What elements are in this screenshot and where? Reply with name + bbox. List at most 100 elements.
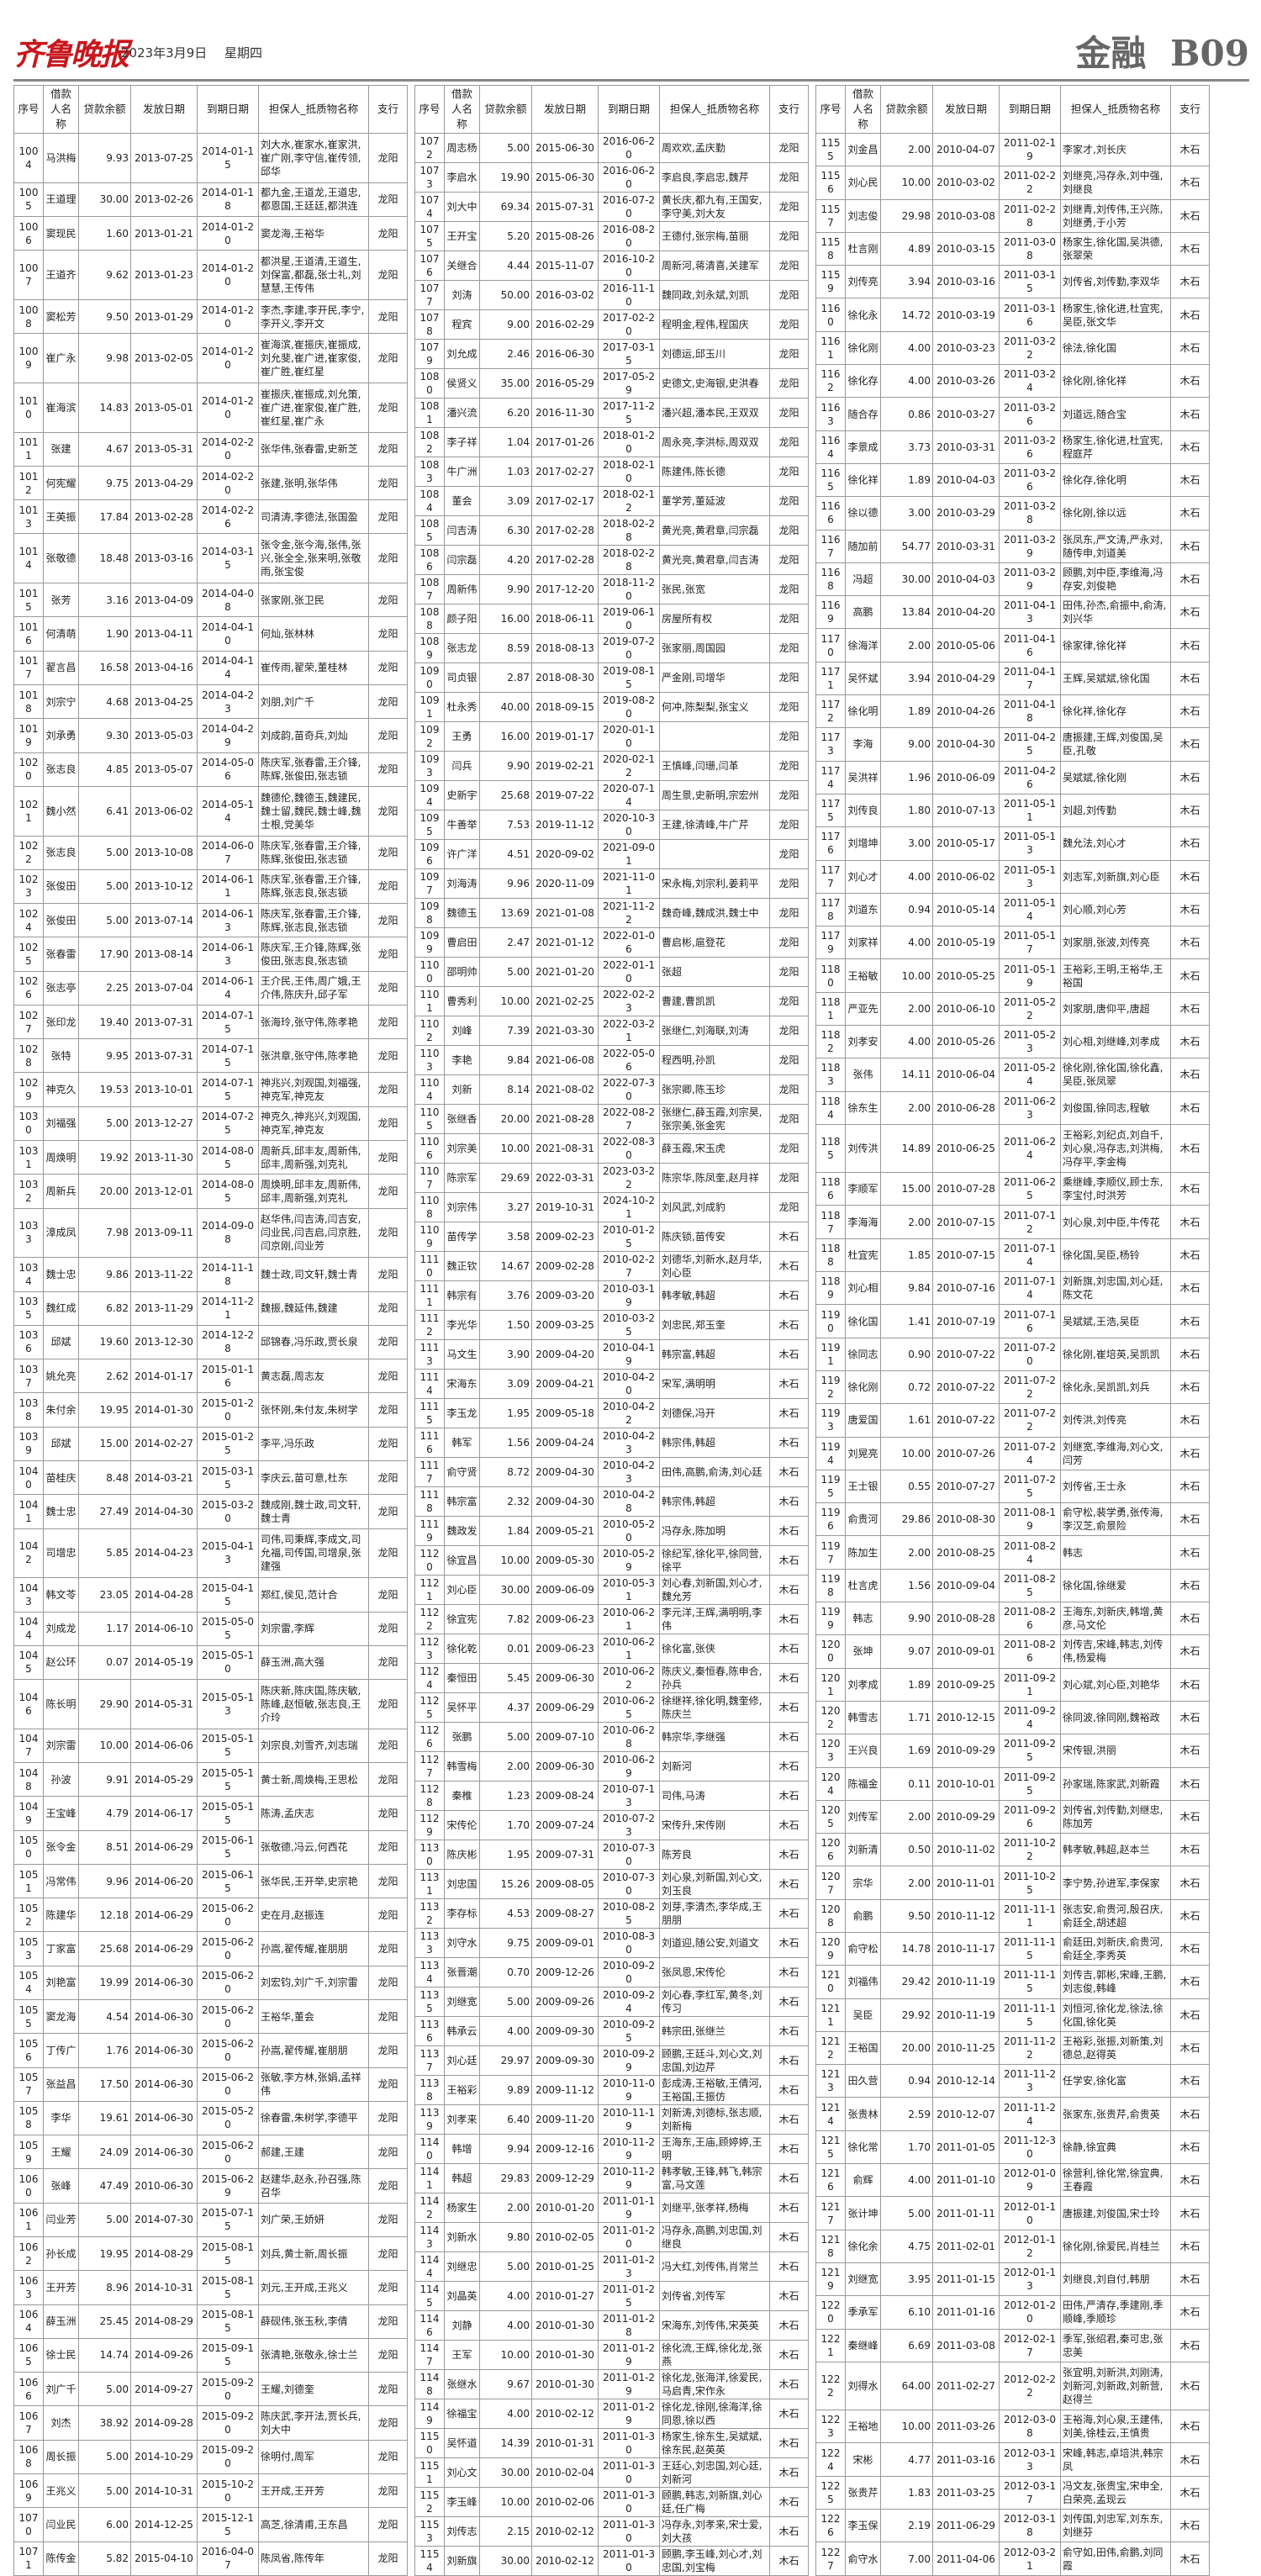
loan-balance-cell: 15.00 (880, 1172, 933, 1206)
branch-cell: 木石 (1170, 562, 1210, 597)
seq-no-cell: 1197 (815, 1535, 846, 1570)
borrower-name-cell: 刘增坤 (845, 826, 881, 861)
borrower-name-cell: 刘宗伟 (444, 1192, 480, 1222)
branch-cell: 木石 (1170, 1090, 1210, 1125)
issue-date-cell: 2016-03-02 (531, 280, 599, 310)
guarantor-collateral-cell: 陈庆义,秦恒春,陈申合,孙兵 (659, 1663, 770, 1693)
loan-balance-cell: 50.00 (479, 280, 532, 310)
issue-date-cell: 2010-07-22 (932, 1370, 1000, 1405)
seq-no-cell: 1115 (414, 1398, 445, 1428)
borrower-name-cell: 冯超 (845, 562, 881, 597)
due-date-cell: 2012-01-13 (999, 2262, 1061, 2297)
issue-date-cell: 2010-03-02 (932, 166, 1000, 200)
guarantor-collateral-cell: 韩孝敏,韩超 (659, 1280, 770, 1311)
guarantor-collateral-cell: 王裕海,刘心泉,王建伟,刘美,徐桂云,王慎贵 (1060, 2410, 1171, 2444)
table-row: 1112 李光华 1.50 2009-03-25 2010-03-25 刘忠民,郑玉奎 木石 (414, 1310, 809, 1340)
seq-no-cell: 1037 (13, 1359, 44, 1394)
seq-no-cell: 1168 (815, 562, 846, 597)
seq-no-cell: 1117 (414, 1457, 445, 1487)
borrower-name-cell: 唐爱国 (845, 1403, 881, 1438)
borrower-name-cell: 刘晶英 (444, 2281, 480, 2311)
due-date-cell: 2010-04-22 (598, 1398, 660, 1428)
borrower-name-cell: 曹秀利 (444, 986, 480, 1016)
seq-no-cell: 1204 (815, 1766, 846, 1801)
table-row: 1043 韩文苓 23.05 2014-04-28 2015-04-15 郑红,侯见,范计… (13, 1577, 408, 1613)
seq-no-cell: 1129 (414, 1810, 445, 1840)
due-date-cell: 2018-11-20 (598, 574, 660, 604)
loan-balance-cell: 7.82 (479, 1604, 532, 1634)
guarantor-collateral-cell: 都洪星,王道清,王道生,刘保富,都磊,张士礼,刘慧慧,王传伟 (258, 250, 369, 300)
branch-cell: 木石 (1170, 1502, 1210, 1537)
table-row: 1211 吴臣 29.92 2010-11-19 2011-11-15 刘恒河,徐化龙,徐… (815, 1998, 1210, 2032)
guarantor-collateral-cell: 俞守松,裴学勇,张传海,李汉芝,俞景险 (1060, 1502, 1171, 1537)
borrower-name-cell: 陈加生 (845, 1535, 881, 1570)
issue-date-cell: 2010-07-16 (932, 1271, 1000, 1306)
branch-cell: 木石 (1170, 496, 1210, 531)
issue-date-cell: 2013-07-25 (130, 133, 198, 183)
due-date-cell: 2011-07-22 (999, 1403, 1061, 1438)
loan-balance-cell: 10.00 (479, 2487, 532, 2517)
borrower-name-cell: 刘承勇 (43, 718, 79, 753)
branch-cell: 木石 (1170, 958, 1210, 993)
guarantor-collateral-cell: 黄长庆,都九有,王国安,李守美,刘大友 (659, 192, 770, 222)
loan-table: 序号 借款人名称 贷款余额 发放日期 到期日期 担保人_抵质物名称 支行 1155 刘金昌 2.0… (815, 85, 1210, 2576)
branch-cell: 龙阳 (368, 718, 408, 753)
seq-no-cell: 1062 (13, 2236, 44, 2272)
issue-date-cell: 2010-04-26 (932, 694, 1000, 729)
issue-date-cell: 2013-12-01 (130, 1174, 198, 1209)
borrower-name-cell: 俞贵河 (845, 1502, 881, 1537)
guarantor-collateral-cell: 陈芳良 (659, 1840, 770, 1870)
table-row: 1023 张俊田 5.00 2013-10-12 2014-06-11 陈庆军,张春雷,王… (13, 868, 408, 905)
table-row: 1189 刘心相 9.84 2010-07-16 2011-07-14 刘新旗,刘忠国,刘… (815, 1271, 1210, 1306)
table-row: 1066 刘广千 5.00 2014-09-27 2015-09-20 王耀,刘德奎 龙阳 (13, 2372, 408, 2407)
branch-cell: 木石 (769, 1398, 809, 1428)
seq-no-cell: 1015 (13, 583, 44, 618)
branch-cell: 木石 (769, 2193, 809, 2223)
issue-date-cell: 2013-04-25 (130, 684, 198, 720)
branch-cell: 龙阳 (769, 251, 809, 281)
branch-cell: 龙阳 (368, 1257, 408, 1292)
seq-no-cell: 1183 (815, 1058, 846, 1092)
branch-cell: 龙阳 (368, 1611, 408, 1646)
due-date-cell: 2010-08-30 (598, 1928, 660, 1958)
issue-date-cell: 2010-09-29 (932, 1799, 1000, 1834)
seq-no-cell: 1068 (13, 2439, 44, 2474)
loan-balance-cell: 4.00 (880, 2163, 933, 2198)
table-header-row: 序号 借款人名称 贷款余额 发放日期 到期日期 担保人_抵质物名称 支行 (815, 85, 1210, 134)
seq-no-cell: 1122 (414, 1604, 445, 1634)
issue-date-cell: 2014-06-29 (130, 1829, 198, 1865)
table-row: 1027 张印龙 19.40 2013-07-31 2014-07-15 张海玲,张守伟,… (13, 1004, 408, 1040)
loan-balance-cell: 18.48 (78, 533, 131, 584)
table-row: 1065 徐士民 14.74 2014-09-26 2015-09-15 张清艳,张敬永,… (13, 2337, 408, 2373)
due-date-cell: 2011-03-26 (999, 430, 1061, 464)
due-date-cell: 2014-07-15 (197, 1072, 259, 1107)
issue-date-cell: 2021-01-20 (531, 957, 599, 987)
guarantor-collateral-cell: 刘道迎,随公安,刘道文 (659, 1928, 770, 1958)
issue-date-cell: 2014-10-29 (130, 2439, 198, 2474)
seq-no-cell: 1067 (13, 2405, 44, 2441)
due-date-cell: 2011-08-26 (999, 1602, 1061, 1636)
due-date-cell: 2014-04-29 (197, 718, 259, 753)
issue-date-cell: 2009-04-20 (531, 1339, 599, 1370)
branch-cell: 龙阳 (368, 1898, 408, 1933)
table-row: 1181 严亚先 2.00 2010-06-10 2011-05-22 刘家朋,唐仰平,唐… (815, 991, 1210, 1027)
seq-no-cell: 1060 (13, 2168, 44, 2204)
loan-balance-cell: 14.67 (479, 1251, 532, 1281)
borrower-name-cell: 陈长明 (43, 1679, 79, 1729)
table-row: 1080 侯贤义 35.00 2016-05-29 2017-05-29 史德文,史海银,… (414, 368, 809, 399)
issue-date-cell: 2009-08-24 (531, 1781, 599, 1811)
column-header-loan-balance: 贷款余额 (78, 85, 131, 134)
branch-cell: 木石 (769, 1310, 809, 1340)
borrower-name-cell: 刘新旗 (444, 2546, 480, 2576)
table-row: 1176 刘增坤 3.00 2010-05-17 2011-05-13 魏允法,刘心才 木石 (815, 826, 1210, 861)
due-date-cell: 2011-07-24 (999, 1436, 1061, 1470)
branch-cell: 龙阳 (368, 2507, 408, 2542)
table-row: 1127 韩雪梅 2.00 2009-06-30 2010-06-29 刘新河 木石 (414, 1751, 809, 1782)
guarantor-collateral-cell: 陈庆锁,苗传安 (659, 1222, 770, 1252)
seq-no-cell: 1007 (13, 250, 44, 300)
guarantor-collateral-cell: 张华民,王开举,史宗艳 (258, 1863, 369, 1899)
table-row: 1077 刘涛 50.00 2016-03-02 2016-11-10 魏同政,刘永斌,刘… (414, 280, 809, 310)
issue-date-cell: 2011-03-26 (932, 2410, 1000, 2444)
loan-balance-cell: 10.00 (880, 2410, 933, 2444)
due-date-cell: 2014-01-20 (197, 382, 259, 433)
